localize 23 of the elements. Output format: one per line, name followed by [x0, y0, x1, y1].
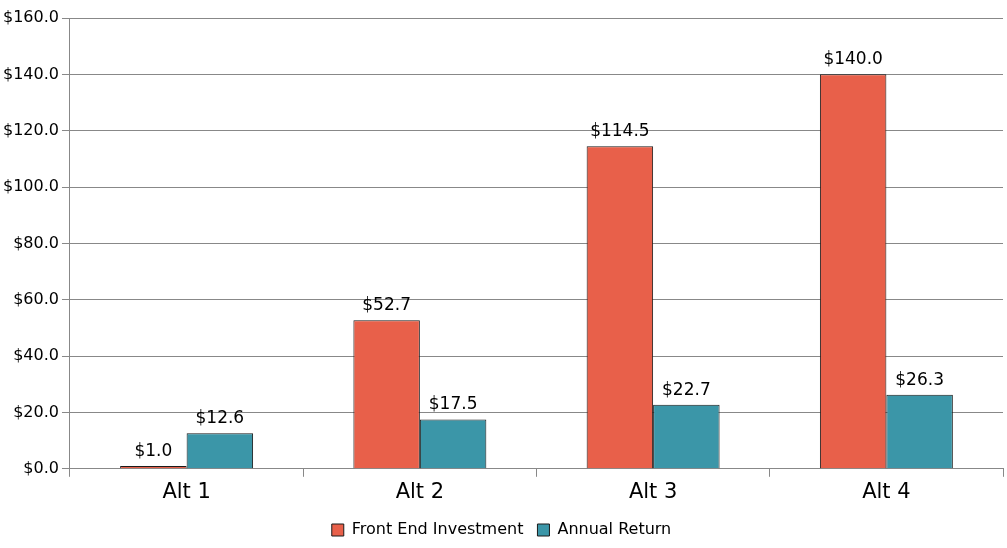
y-tick-label: $80.0	[13, 232, 59, 252]
data-label: $140.0	[823, 48, 883, 69]
data-label: $17.5	[428, 393, 478, 414]
data-label: $52.7	[362, 294, 411, 315]
y-tick-label: $60.0	[13, 288, 59, 308]
x-tick-label: Alt 4	[862, 478, 911, 503]
x-tick-label: Alt 3	[628, 478, 678, 503]
y-tick-label: $40.0	[13, 345, 59, 365]
y-tick-label: $100.0	[3, 176, 59, 196]
y-tick-label: $0.0	[23, 457, 59, 477]
data-label: $12.6	[195, 407, 245, 428]
data-label: $1.0	[134, 439, 173, 460]
data-label: $22.7	[662, 378, 711, 399]
y-tick-label: $160.0	[3, 7, 59, 27]
data-label: $26.3	[895, 368, 944, 389]
x-tick-label: Alt 1	[162, 478, 211, 503]
x-tick-label: Alt 2	[395, 478, 445, 503]
legend-label: Front End Investment	[351, 519, 524, 539]
y-tick-label: $20.0	[13, 401, 59, 421]
data-label: $114.5	[590, 120, 650, 141]
y-tick-label: $120.0	[3, 119, 59, 139]
y-tick-label: $140.0	[3, 63, 59, 83]
legend-label: Annual Return	[557, 519, 672, 539]
